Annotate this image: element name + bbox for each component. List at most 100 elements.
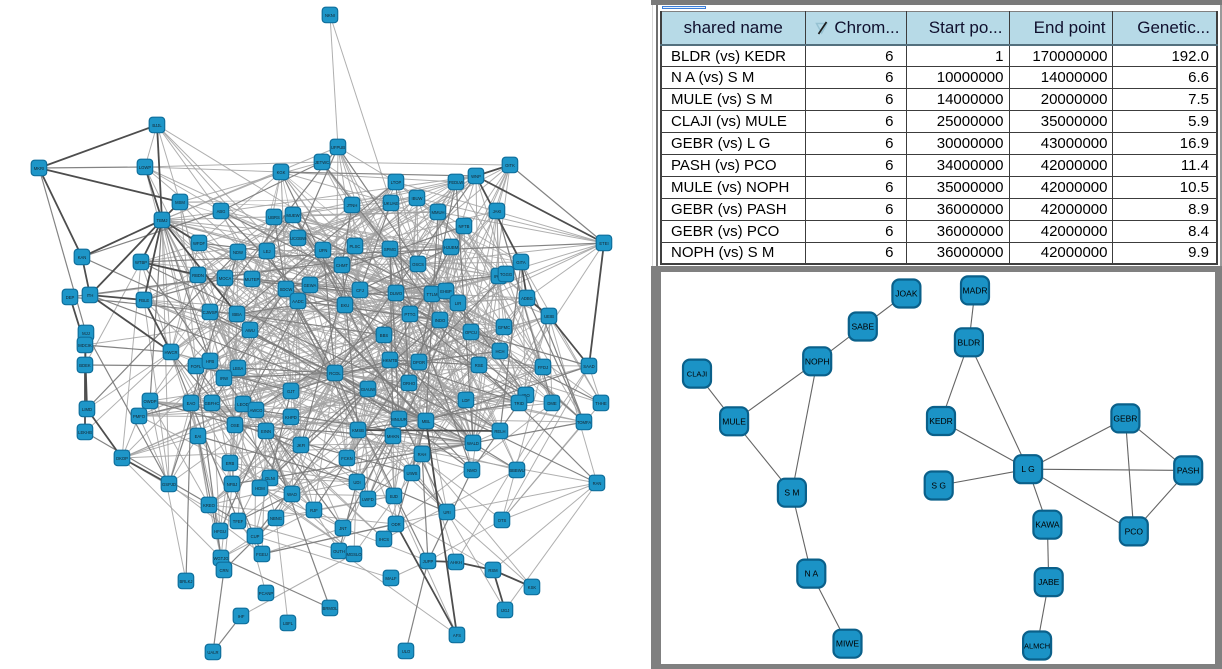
svg-text:ULO: ULO bbox=[402, 649, 411, 654]
svg-text:IRW: IRW bbox=[220, 376, 228, 381]
svg-text:IBBA: IBBA bbox=[232, 312, 242, 317]
svg-text:BDEK: BDEK bbox=[79, 363, 91, 368]
svg-text:MGSLO: MGSLO bbox=[346, 552, 362, 557]
svg-text:HDM: HDM bbox=[255, 486, 265, 491]
svg-text:GSPJD: GSPJD bbox=[162, 482, 176, 487]
svg-text:LEJ: LEJ bbox=[263, 249, 270, 254]
svg-text:KREO: KREO bbox=[203, 503, 216, 508]
svg-text:UIWS: UIWS bbox=[407, 471, 418, 476]
svg-text:PCO: PCO bbox=[1125, 526, 1144, 536]
svg-text:RCDL: RCDL bbox=[329, 371, 341, 376]
svg-text:WGTJG: WGTJG bbox=[213, 556, 228, 561]
svg-text:LDF: LDF bbox=[462, 398, 470, 403]
svg-text:MJJ: MJJ bbox=[82, 331, 90, 336]
svg-text:HJUBM: HJUBM bbox=[444, 245, 459, 250]
svg-text:RAN: RAN bbox=[593, 481, 602, 486]
svg-text:FFDJ: FFDJ bbox=[538, 365, 548, 370]
svg-text:ALMCH: ALMCH bbox=[1024, 642, 1050, 651]
svg-text:DKOP: DKOP bbox=[116, 456, 128, 461]
svg-text:L G: L G bbox=[1021, 464, 1034, 474]
svg-text:BJD: BJD bbox=[390, 494, 398, 499]
svg-text:EAI: EAI bbox=[195, 434, 202, 439]
svg-text:FOFL: FOFL bbox=[191, 364, 202, 369]
svg-text:ERB: ERB bbox=[226, 461, 235, 466]
svg-text:WAO: WAO bbox=[287, 492, 298, 497]
svg-text:RSE: RSE bbox=[475, 363, 484, 368]
svg-text:AFS: AFS bbox=[453, 633, 461, 638]
svg-text:KAN: KAN bbox=[78, 255, 87, 260]
svg-text:PMFO: PMFO bbox=[133, 414, 146, 419]
svg-text:EHBP: EHBP bbox=[440, 289, 452, 294]
svg-text:LIMD: LIMD bbox=[82, 407, 92, 412]
svg-text:IJGJ: IJGJ bbox=[501, 608, 510, 613]
svg-text:KHPD: KHPD bbox=[285, 415, 297, 420]
svg-text:DPOR: DPOR bbox=[413, 360, 425, 365]
svg-text:PASH: PASH bbox=[1177, 465, 1200, 475]
svg-text:NMO: NMO bbox=[467, 468, 478, 473]
svg-text:MMUH: MMUH bbox=[431, 210, 444, 215]
svg-text:UKUAE: UKUAE bbox=[384, 201, 399, 206]
svg-text:WALD: WALD bbox=[467, 441, 479, 446]
svg-text:IHCS: IHCS bbox=[379, 537, 389, 542]
svg-text:THHE: THHE bbox=[595, 401, 607, 406]
svg-text:LEKHB: LEKHB bbox=[78, 430, 92, 435]
svg-text:RAH: RAH bbox=[418, 452, 427, 457]
svg-text:JABE: JABE bbox=[1038, 577, 1060, 587]
svg-text:KGK: KGK bbox=[277, 170, 286, 175]
svg-text:MADR: MADR bbox=[962, 285, 987, 295]
svg-text:ITH: ITH bbox=[87, 293, 94, 298]
svg-text:KEDR: KEDR bbox=[929, 416, 953, 426]
svg-text:CRN: CRN bbox=[219, 568, 228, 573]
svg-text:UALR: UALR bbox=[207, 650, 218, 655]
svg-text:LGWP: LGWP bbox=[139, 165, 152, 170]
svg-text:NFTB: NFTB bbox=[459, 224, 470, 229]
svg-text:ETEI: ETEI bbox=[599, 241, 608, 246]
svg-text:LBFL: LBFL bbox=[283, 621, 294, 626]
svg-text:KMSB: KMSB bbox=[352, 428, 364, 433]
svg-text:ABG: ABG bbox=[217, 209, 226, 214]
svg-text:MIWE: MIWE bbox=[836, 639, 859, 649]
svg-text:HFB: HFB bbox=[206, 359, 215, 364]
svg-text:NBNG: NBNG bbox=[270, 516, 282, 521]
svg-text:JOAK: JOAK bbox=[895, 289, 918, 299]
svg-text:BJJL: BJJL bbox=[152, 123, 162, 128]
svg-text:MSM: MSM bbox=[175, 200, 185, 205]
svg-text:DLWO: DLWO bbox=[390, 291, 403, 296]
svg-text:JNT: JNT bbox=[339, 526, 347, 531]
svg-text:LIR: LIR bbox=[455, 301, 462, 306]
svg-text:TFEF: TFEF bbox=[233, 519, 244, 524]
svg-text:SAAD: SAAD bbox=[583, 364, 594, 369]
svg-text:JAKI: JAKI bbox=[493, 209, 502, 214]
svg-text:OUTH: OUTH bbox=[333, 549, 345, 554]
svg-text:TOMFA: TOMFA bbox=[577, 420, 592, 425]
svg-text:RBDN: RBDN bbox=[192, 273, 204, 278]
svg-text:LWFD: LWFD bbox=[362, 497, 374, 502]
svg-text:PCANP: PCANP bbox=[259, 591, 274, 596]
svg-text:OSE: OSE bbox=[231, 423, 240, 428]
svg-text:UCGBW: UCGBW bbox=[290, 236, 306, 241]
svg-text:JUPP: JUPP bbox=[423, 559, 434, 564]
svg-text:KSK: KSK bbox=[528, 585, 537, 590]
svg-text:GEWA: GEWA bbox=[304, 283, 317, 288]
svg-text:UDI: UDI bbox=[353, 480, 360, 485]
svg-text:FEDLW: FEDLW bbox=[449, 180, 463, 185]
svg-text:TTLM: TTLM bbox=[427, 292, 438, 297]
svg-text:JKFI: JKFI bbox=[297, 443, 306, 448]
svg-text:OPCU: OPCU bbox=[465, 330, 477, 335]
svg-text:GIAUW: GIAUW bbox=[361, 387, 375, 392]
svg-text:N A: N A bbox=[804, 569, 818, 579]
svg-text:DEP: DEP bbox=[66, 295, 75, 300]
svg-text:ODR: ODR bbox=[391, 522, 400, 527]
svg-text:RSM: RSM bbox=[488, 568, 498, 573]
svg-text:WNP: WNP bbox=[471, 174, 481, 179]
svg-text:PTTG: PTTG bbox=[404, 312, 415, 317]
svg-text:WTBP: WTBP bbox=[135, 260, 147, 265]
svg-text:JETWC: JETWC bbox=[315, 160, 329, 165]
svg-text:AADC: AADC bbox=[292, 299, 304, 304]
svg-text:INDO: INDO bbox=[435, 318, 446, 323]
svg-text:S M: S M bbox=[784, 488, 799, 498]
svg-text:GITA: GITA bbox=[516, 260, 526, 265]
svg-text:CLAJI: CLAJI bbox=[687, 370, 707, 379]
svg-text:BLDR: BLDR bbox=[958, 337, 981, 347]
svg-text:OSCS: OSCS bbox=[412, 262, 424, 267]
